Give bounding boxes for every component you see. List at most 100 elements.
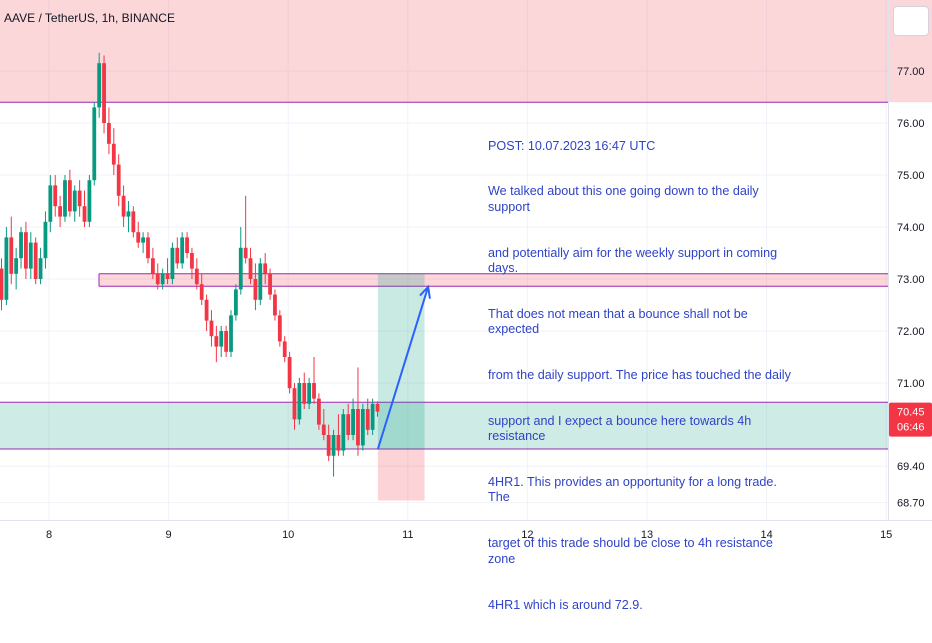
candle-body: [136, 232, 141, 243]
candle-body: [356, 409, 360, 446]
candle-body: [229, 315, 233, 352]
candle-body: [331, 435, 336, 456]
price-tick-label: 68.70: [897, 498, 925, 510]
candle-body: [194, 268, 199, 285]
candle-body: [38, 258, 43, 279]
time-tick-label: 11: [402, 529, 413, 541]
candle-body: [175, 247, 180, 264]
candle-body: [258, 263, 263, 300]
candle-body: [160, 273, 165, 285]
candle-body: [336, 435, 341, 451]
candle-body: [53, 185, 58, 207]
note-line: 4HR1 which is around 72.9.: [488, 597, 643, 612]
candle-body: [365, 409, 370, 430]
candle-body: [155, 273, 160, 285]
candle-body: [273, 294, 277, 316]
note-line: and potentially aim for the weekly suppo…: [488, 245, 781, 275]
price-tick-label: 69.40: [897, 461, 925, 473]
candle-body: [268, 273, 272, 295]
candle-body: [297, 383, 302, 420]
time-axis-background[interactable]: [0, 520, 932, 550]
symbol-title: AAVE / TetherUS, 1h, BINANCE: [4, 11, 175, 25]
candle-body: [214, 336, 219, 347]
time-tick-label: 13: [641, 529, 653, 541]
candle-body: [326, 435, 331, 456]
price-tick-label: 71.00: [897, 378, 925, 390]
candle-body: [263, 263, 268, 274]
candle-body: [360, 409, 365, 446]
candle-body: [58, 206, 62, 217]
bar-countdown: 06:46: [897, 422, 925, 434]
candle-body: [253, 279, 258, 300]
candle-body: [9, 237, 14, 274]
candle-body: [190, 253, 194, 269]
target-arrow-head[interactable]: [419, 284, 431, 299]
candle-body: [204, 299, 209, 321]
note-line: from the daily support. The price has to…: [488, 368, 791, 383]
last-price-value: 70.45: [897, 407, 925, 419]
candle-body: [370, 403, 375, 430]
note-line: 4HR1. This provides an opportunity for a…: [488, 475, 781, 505]
price-tick-label: 75.00: [897, 170, 925, 182]
candle-body: [43, 221, 48, 259]
price-chart[interactable]: 77.00 76.00 75.00 74.00 73.00 72.00 71.00 69.40…: [0, 0, 932, 550]
candle-body: [341, 414, 346, 451]
price-tick-label: 76.00: [897, 118, 925, 130]
chart-stage[interactable]: 77.00 76.00 75.00 74.00 73.00 72.00 71.00 69.40…: [0, 0, 932, 612]
zone-0: [0, 0, 888, 103]
candle-body: [321, 424, 326, 435]
candle-body: [87, 180, 92, 222]
candle-body: [287, 357, 292, 389]
zone-1: [99, 273, 888, 287]
candle-body: [165, 273, 170, 279]
time-tick-label: 9: [166, 529, 172, 541]
candle-body: [116, 164, 121, 196]
candle-body: [24, 232, 28, 269]
candle-body: [111, 143, 116, 165]
candle-body: [107, 123, 111, 144]
candle-body: [307, 383, 312, 404]
candle-body: [185, 237, 189, 253]
candle-body: [63, 180, 67, 217]
candle-body: [146, 237, 150, 259]
candle-body: [121, 195, 126, 217]
candle-body: [0, 268, 4, 300]
candle-body: [317, 398, 321, 425]
price-axis-background[interactable]: [888, 0, 932, 550]
candle-body: [170, 247, 175, 279]
candle-body: [209, 320, 214, 337]
candle-body: [292, 388, 297, 420]
target-arrow-line[interactable]: [376, 286, 430, 450]
candle-body: [351, 409, 355, 435]
candle-body: [14, 258, 19, 274]
note-line: support and I expect a bounce here towar…: [488, 413, 755, 444]
note-line: We talked about this one going down to t…: [488, 184, 763, 214]
candle-body: [102, 63, 106, 123]
long-position-stop[interactable]: [377, 449, 425, 501]
candle-body: [277, 315, 282, 342]
candle-body: [199, 284, 204, 300]
candle-body: [67, 180, 72, 212]
candle-body: [33, 242, 38, 279]
top-right-button[interactable]: [893, 6, 929, 36]
candle-body: [233, 289, 238, 316]
long-position-profit[interactable]: [377, 273, 425, 450]
zone-2: [0, 402, 888, 450]
candle-body: [131, 211, 136, 233]
price-tick-label: 72.00: [897, 326, 925, 338]
candle-body: [219, 331, 224, 347]
candle-body: [150, 258, 155, 274]
time-tick-label: 15: [880, 529, 892, 541]
post-annotation-text: POST: 10.07.2023 16:47 UTC We talked abo…: [488, 108, 798, 643]
price-tick-label: 77.00: [897, 66, 925, 78]
note-line: POST: 10.07.2023 16:47 UTC: [488, 138, 656, 153]
candle-body: [375, 403, 380, 412]
note-line: target of this trade should be close to …: [488, 536, 777, 566]
candle-body: [248, 258, 253, 279]
price-tick-label: 73.00: [897, 274, 925, 286]
candle-body: [224, 331, 229, 352]
candle-body: [4, 237, 9, 300]
candle-body: [77, 190, 82, 207]
candle-body: [282, 341, 287, 357]
candle-body: [346, 414, 351, 435]
